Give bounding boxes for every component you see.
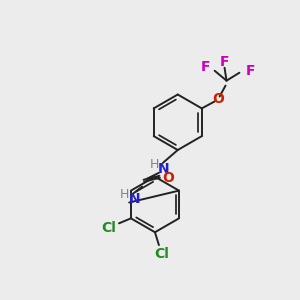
Text: H: H bbox=[120, 188, 129, 201]
Text: F: F bbox=[201, 60, 211, 74]
Text: N: N bbox=[128, 191, 140, 206]
Text: O: O bbox=[213, 92, 224, 106]
Text: H: H bbox=[149, 158, 159, 171]
Text: Cl: Cl bbox=[102, 221, 117, 235]
Text: F: F bbox=[246, 64, 255, 78]
Text: Cl: Cl bbox=[154, 247, 169, 261]
Text: F: F bbox=[220, 55, 229, 69]
Text: N: N bbox=[158, 162, 170, 176]
Text: O: O bbox=[162, 171, 174, 185]
